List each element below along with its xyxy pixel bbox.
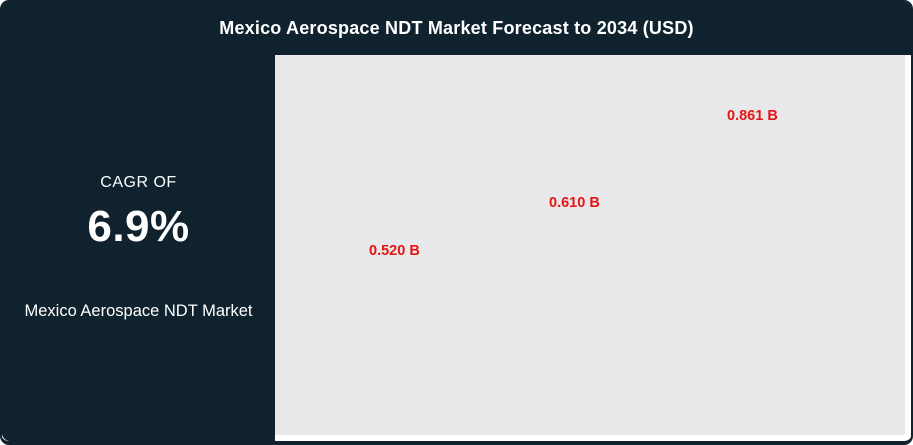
cagr-block: CAGR OF 6.9%	[2, 174, 275, 252]
cagr-sidebar: CAGR OF 6.9% Mexico Aerospace NDT Market	[2, 2, 275, 441]
data-label-2: 0.610 B	[549, 195, 600, 211]
plot-area: 0.520 B 0.610 B 0.861 B	[275, 55, 905, 435]
cagr-value: 6.9%	[87, 202, 190, 251]
data-label-3: 0.861 B	[727, 108, 778, 124]
cagr-label: CAGR OF	[100, 174, 177, 191]
chart-header: Mexico Aerospace NDT Market Forecast to …	[2, 2, 911, 55]
data-label-1: 0.520 B	[369, 243, 420, 259]
chart-title: Mexico Aerospace NDT Market Forecast to …	[219, 18, 694, 38]
market-name: Mexico Aerospace NDT Market	[24, 302, 253, 320]
